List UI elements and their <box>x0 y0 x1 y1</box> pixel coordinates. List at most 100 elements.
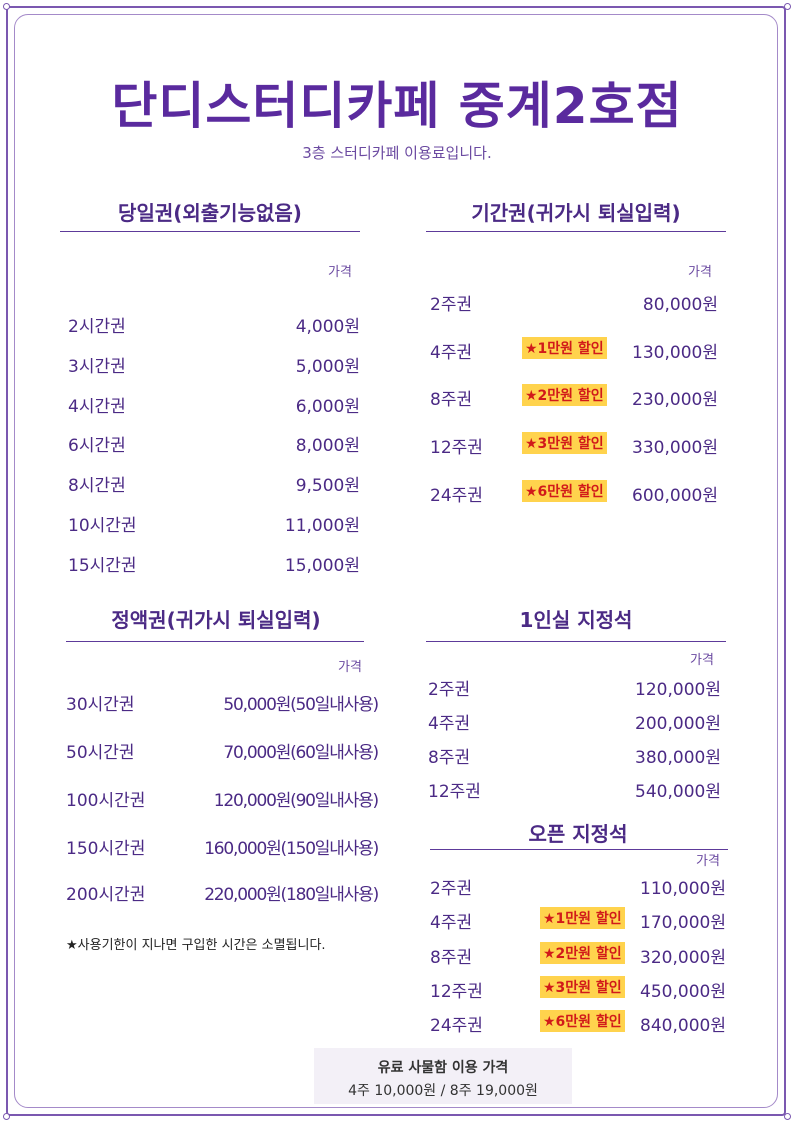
page-frame-inner <box>14 14 778 1108</box>
price-row: 24주권 ★6만원 할인 600,000원 <box>430 480 718 507</box>
ticket-price: 380,000원 <box>635 748 721 768</box>
ticket-name: 4시간권 <box>68 397 126 417</box>
ticket-price: 320,000원 <box>640 948 726 968</box>
ticket-name: 4주권 <box>430 343 473 363</box>
corner-ornament <box>3 1113 10 1120</box>
open-seat-price-header: 가격 <box>696 854 720 869</box>
discount-badge: ★6만원 할인 <box>540 1010 625 1032</box>
price-row: 4주권 200,000원 <box>428 709 721 735</box>
period-section-title: 기간권(귀가시 퇴실입력) <box>471 201 681 225</box>
page-subtitle: 3층 스터디카페 이용료입니다. <box>302 144 492 162</box>
discount-badge: ★1만원 할인 <box>540 907 625 929</box>
ticket-name: 2주권 <box>428 680 471 700</box>
ticket-name: 2주권 <box>430 879 473 899</box>
ticket-name: 150시간권 <box>66 839 146 859</box>
price-row: 8주권 380,000원 <box>428 743 721 769</box>
ticket-price: 5,000원 <box>295 357 360 377</box>
price-row: 24주권 ★6만원 할인 840,000원 <box>430 1010 726 1037</box>
ticket-price: 120,000원(90일내사용) <box>213 791 379 811</box>
ticket-price: 230,000원 <box>632 390 718 410</box>
ticket-name: 12주권 <box>430 982 483 1002</box>
price-row: 10시간권 11,000원 <box>68 511 360 537</box>
price-row: 4주권 ★1만원 할인 130,000원 <box>430 337 718 364</box>
discount-badge: ★3만원 할인 <box>540 976 625 998</box>
single-room-divider <box>426 641 726 642</box>
ticket-price: 160,000원(150일내사용) <box>204 839 379 859</box>
locker-price-box: 유료 사물함 이용 가격 4주 10,000원 / 8주 19,000원 <box>314 1048 572 1104</box>
ticket-name: 100시간권 <box>66 791 146 811</box>
corner-ornament <box>784 3 791 10</box>
period-price-header: 가격 <box>688 265 712 280</box>
price-row: 4주권 ★1만원 할인 170,000원 <box>430 907 726 934</box>
fixed-amount-price-header: 가격 <box>338 660 362 675</box>
ticket-price: 200,000원 <box>635 714 721 734</box>
ticket-price: 6,000원 <box>295 397 360 417</box>
ticket-name: 24주권 <box>430 486 483 506</box>
price-row: 150시간권 160,000원(150일내사용) <box>66 834 379 860</box>
locker-title: 유료 사물함 이용 가격 <box>377 1060 509 1076</box>
ticket-name: 8주권 <box>428 748 471 768</box>
daily-section-title: 당일권(외출기능없음) <box>118 201 302 225</box>
ticket-price: 15,000원 <box>284 556 360 576</box>
ticket-name: 2시간권 <box>68 317 126 337</box>
price-row: 2주권 110,000원 <box>430 874 726 900</box>
ticket-name: 8주권 <box>430 390 473 410</box>
ticket-price: 540,000원 <box>635 782 721 802</box>
ticket-price: 170,000원 <box>640 913 726 933</box>
daily-price-header: 가격 <box>328 265 352 280</box>
discount-badge: ★6만원 할인 <box>522 480 607 502</box>
corner-ornament <box>784 1113 791 1120</box>
ticket-price: 70,000원(60일내사용) <box>223 743 379 763</box>
ticket-price: 8,000원 <box>295 436 360 456</box>
price-row: 2시간권 4,000원 <box>68 312 360 338</box>
price-row: 50시간권 70,000원(60일내사용) <box>66 738 379 764</box>
ticket-name: 24주권 <box>430 1016 483 1036</box>
ticket-name: 8시간권 <box>68 476 126 496</box>
ticket-price: 220,000원(180일내사용) <box>204 885 379 905</box>
ticket-name: 2주권 <box>430 295 473 315</box>
price-row: 6시간권 8,000원 <box>68 431 360 457</box>
price-row: 100시간권 120,000원(90일내사용) <box>66 786 379 812</box>
ticket-price: 80,000원 <box>642 295 718 315</box>
price-row: 2주권 120,000원 <box>428 675 721 701</box>
price-row: 3시간권 5,000원 <box>68 352 360 378</box>
open-seat-section-title: 오픈 지정석 <box>528 822 628 846</box>
ticket-name: 4주권 <box>428 714 471 734</box>
ticket-price: 450,000원 <box>640 982 726 1002</box>
ticket-price: 9,500원 <box>295 476 360 496</box>
discount-badge: ★3만원 할인 <box>522 432 607 454</box>
ticket-name: 8주권 <box>430 948 473 968</box>
price-row: 8주권 ★2만원 할인 320,000원 <box>430 942 726 969</box>
price-row: 12주권 ★3만원 할인 330,000원 <box>430 432 718 459</box>
corner-ornament <box>3 3 10 10</box>
single-room-section-title: 1인실 지정석 <box>519 608 633 632</box>
locker-prices: 4주 10,000원 / 8주 19,000원 <box>348 1083 538 1099</box>
ticket-price: 50,000원(50일내사용) <box>223 695 379 715</box>
page-title: 단디스터디카페 중계2호점 <box>111 77 683 135</box>
daily-divider <box>60 231 360 232</box>
price-row: 12주권 ★3만원 할인 450,000원 <box>430 976 726 1003</box>
ticket-name: 30시간권 <box>66 695 135 715</box>
ticket-price: 330,000원 <box>632 438 718 458</box>
discount-badge: ★2만원 할인 <box>540 942 625 964</box>
ticket-price: 110,000원 <box>640 879 726 899</box>
discount-badge: ★2만원 할인 <box>522 384 607 406</box>
price-row: 4시간권 6,000원 <box>68 392 360 418</box>
ticket-name: 15시간권 <box>68 556 137 576</box>
ticket-name: 50시간권 <box>66 743 135 763</box>
price-row: 15시간권 15,000원 <box>68 551 360 577</box>
price-row: 8시간권 9,500원 <box>68 471 360 497</box>
price-row: 2주권 80,000원 <box>430 290 718 316</box>
ticket-name: 12주권 <box>428 782 481 802</box>
fixed-amount-section-title: 정액권(귀가시 퇴실입력) <box>111 608 321 632</box>
ticket-name: 4주권 <box>430 913 473 933</box>
ticket-price: 120,000원 <box>635 680 721 700</box>
ticket-name: 10시간권 <box>68 516 137 536</box>
ticket-price: 840,000원 <box>640 1016 726 1036</box>
ticket-name: 12주권 <box>430 438 483 458</box>
ticket-price: 600,000원 <box>632 486 718 506</box>
ticket-price: 11,000원 <box>284 516 360 536</box>
price-row: 8주권 ★2만원 할인 230,000원 <box>430 384 718 411</box>
price-row: 12주권 540,000원 <box>428 777 721 803</box>
expiry-footnote: ★사용기한이 지나면 구입한 시간은 소멸됩니다. <box>66 938 326 953</box>
